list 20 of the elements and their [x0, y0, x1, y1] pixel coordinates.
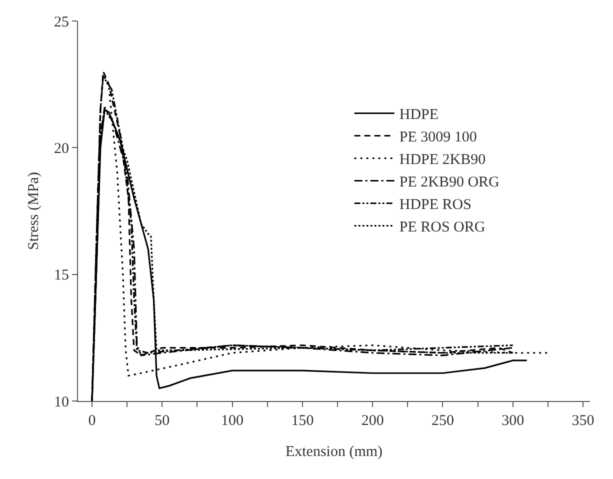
legend-label: PE ROS ORG — [399, 220, 486, 236]
y-axis-title: Stress (MPa) — [26, 172, 42, 250]
x-tick-label: 350 — [572, 413, 594, 429]
y-tick-label: 25 — [54, 14, 69, 30]
x-tick-label: 200 — [361, 413, 384, 429]
x-tick-label: 150 — [291, 413, 314, 429]
y-tick-label: 15 — [54, 268, 69, 284]
legend-label: PE 3009 100 — [399, 130, 477, 146]
x-tick-label: 100 — [221, 413, 244, 429]
legend-label: HDPE ROS — [399, 197, 472, 214]
x-tick-label: 0 — [88, 413, 96, 429]
y-tick-label: 20 — [54, 140, 69, 157]
y-tick-label: 10 — [54, 394, 69, 410]
x-tick-label: 50 — [154, 413, 170, 429]
x-axis-title: Extension (mm) — [285, 444, 383, 460]
x-tick-label: 250 — [431, 413, 454, 429]
legend-label: PE 2KB90 ORG — [399, 174, 500, 191]
legend-label: HDPE 2KB90 — [399, 152, 486, 168]
x-tick-label: 300 — [502, 413, 524, 429]
legend-label: HDPE — [399, 107, 439, 124]
